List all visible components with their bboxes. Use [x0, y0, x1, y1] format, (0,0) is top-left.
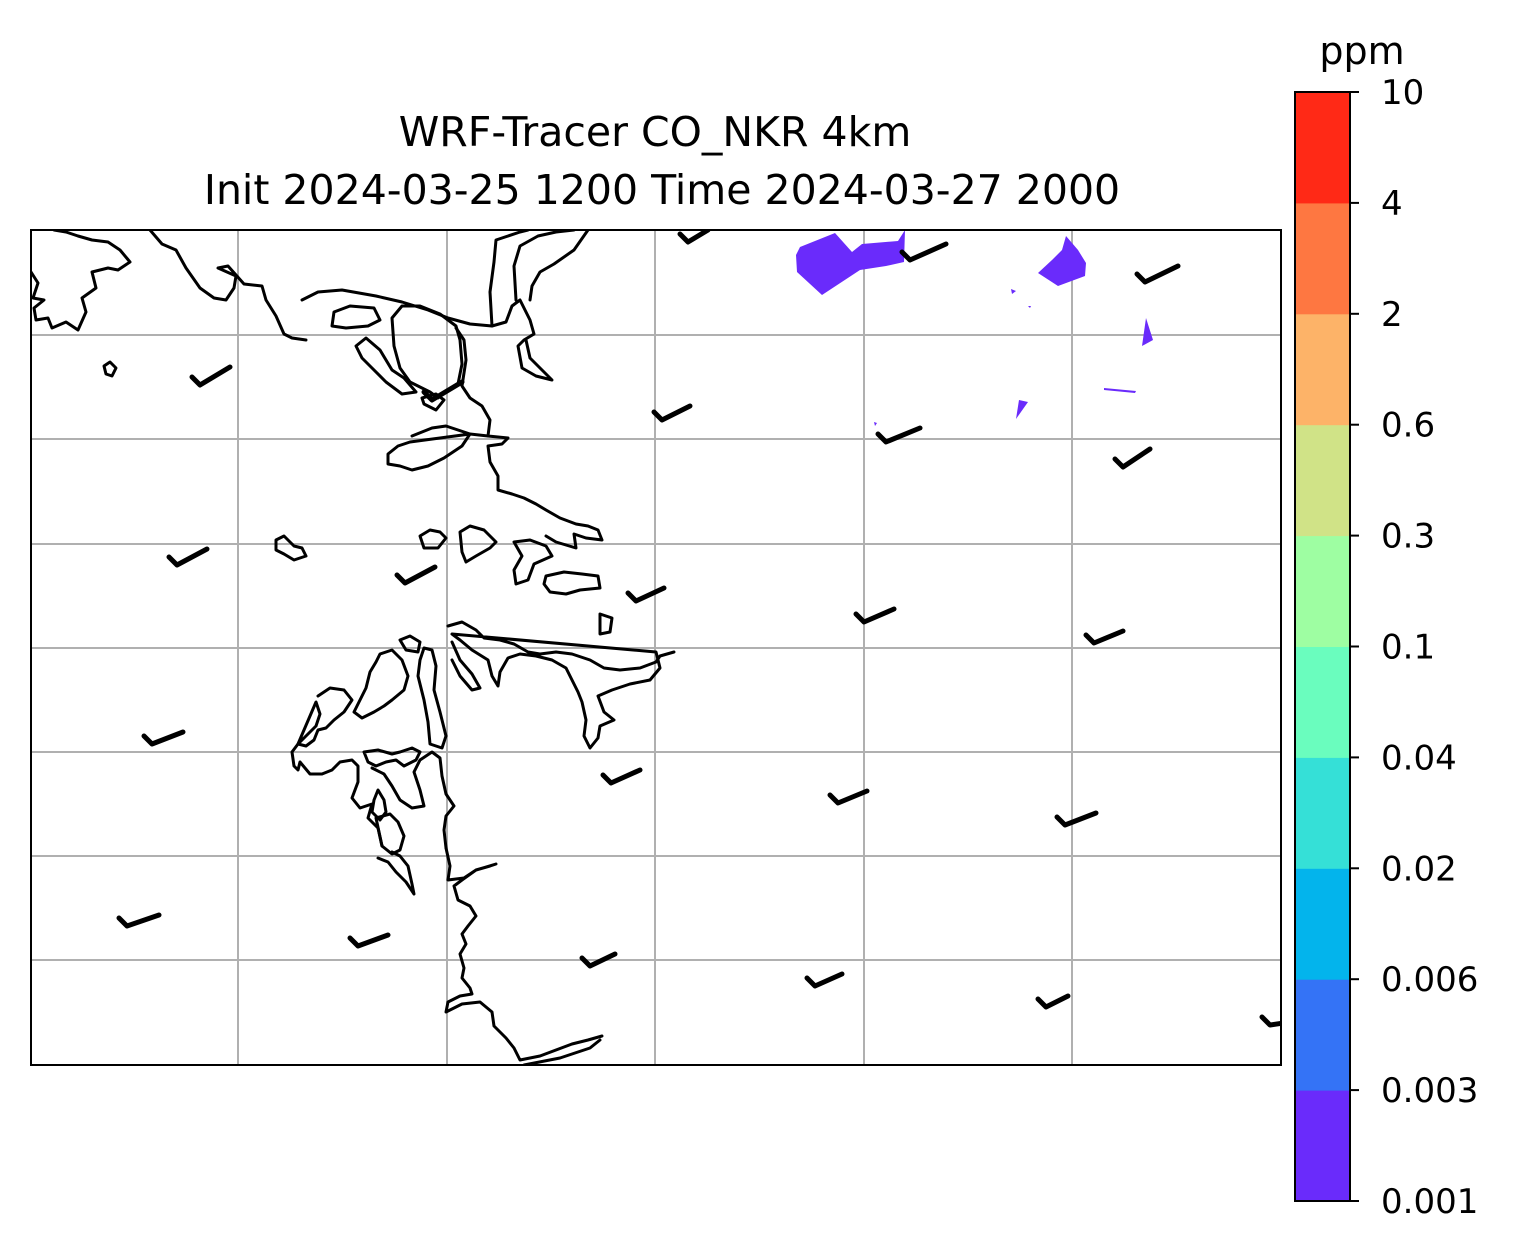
wind-barb [1035, 993, 1071, 1010]
plume-area [1104, 388, 1136, 393]
colorbar-tick-label: 10 [1381, 73, 1424, 113]
coastline [450, 640, 482, 692]
coastline [418, 528, 448, 550]
colorbar-tick-label: 0.6 [1381, 406, 1435, 446]
coastline [542, 570, 602, 596]
coastline [362, 746, 422, 768]
colorbar-tick-label: 0.006 [1381, 960, 1478, 1000]
coastline [374, 812, 406, 856]
coastline [376, 850, 416, 896]
coastlines [31, 230, 676, 1065]
wind-barb [166, 546, 210, 568]
colorbar-tick-label: 0.001 [1381, 1182, 1478, 1222]
wind-barb [1134, 263, 1181, 285]
coastline [370, 750, 456, 850]
colorbar-tick-label: 2 [1381, 295, 1403, 335]
plume-area [1142, 318, 1153, 346]
colorbar-swatch [1295, 313, 1350, 426]
map-panel [30, 229, 1282, 1066]
coastline [352, 648, 410, 720]
plume-area [1016, 400, 1028, 419]
coastline [386, 424, 490, 472]
co-tracer-plumes [796, 230, 1153, 426]
colorbar-swatch [1295, 424, 1350, 537]
colorbar-swatch [1295, 757, 1350, 869]
colorbar-tick-label: 4 [1381, 184, 1403, 224]
coastline [488, 230, 530, 328]
colorbar-tick-label: 0.04 [1381, 738, 1457, 778]
wind-barb [347, 932, 391, 949]
coastline [398, 634, 422, 654]
wind-barb [1112, 446, 1153, 470]
coastline [296, 700, 322, 746]
colorbar-tick-label: 0.02 [1381, 849, 1457, 889]
colorbar-swatches [1295, 92, 1350, 1202]
coastline [598, 612, 614, 636]
colorbar-swatch [1295, 979, 1350, 1091]
plume-area [796, 230, 905, 295]
map-frame [30, 229, 1282, 1066]
coastline [290, 686, 384, 848]
wind-barb [677, 230, 711, 245]
wind-barb [651, 403, 693, 423]
plume-area [1038, 236, 1086, 286]
wind-barb [116, 912, 162, 929]
wind-barb [1054, 810, 1099, 828]
colorbar-swatch [1295, 646, 1350, 758]
coastline [148, 230, 308, 342]
colorbar-swatch [1295, 868, 1350, 980]
wind-barb [1083, 628, 1126, 646]
colorbar: 0.001 0.003 0.006 0.02 0.04 0.1 0.3 0.6 2 4 10 ppm [1294, 29, 1478, 1222]
coastline [446, 620, 676, 750]
coastline [420, 392, 446, 412]
wind-barb [875, 425, 923, 445]
plume-area [1028, 306, 1031, 308]
wind-barb [189, 364, 233, 388]
wind-barb [600, 767, 643, 786]
map-title-line-1: WRF-Tracer CO_NKR 4km [399, 108, 912, 156]
wind-barb [141, 729, 186, 747]
colorbar-swatch [1295, 202, 1350, 315]
coastline [458, 524, 498, 564]
gridlines [31, 230, 1281, 1065]
wind-barb [804, 971, 845, 989]
coastline [354, 336, 418, 396]
coastline [31, 230, 132, 332]
wind-barb [853, 606, 897, 625]
coastline [102, 360, 118, 378]
coastline [522, 1038, 602, 1065]
colorbar-swatch [1295, 92, 1350, 204]
coastline [370, 788, 388, 822]
plume-area [874, 422, 877, 426]
coastline [454, 326, 604, 550]
wind-barb [1259, 1014, 1281, 1028]
plume-area [1011, 289, 1016, 294]
colorbar-swatch [1295, 1090, 1350, 1202]
wind-barb [579, 951, 618, 969]
wind-barb [394, 564, 438, 586]
colorbar-swatch [1295, 535, 1350, 647]
colorbar-tick-label: 0.3 [1381, 517, 1435, 557]
wind-barb [899, 241, 949, 263]
coastline [416, 646, 448, 750]
colorbar-tick-label: 0.003 [1381, 1071, 1478, 1111]
coastline [330, 304, 382, 330]
coastline [512, 538, 554, 586]
coastline [512, 230, 590, 302]
wind-barb [421, 379, 465, 403]
coastline [274, 534, 308, 562]
colorbar-ticks: 0.001 0.003 0.006 0.02 0.04 0.1 0.3 0.6 2 4 10 [1350, 73, 1478, 1222]
coastline [444, 846, 604, 1062]
wind-barb [827, 788, 870, 806]
wind-barb [625, 585, 667, 604]
colorbar-tick-label: 0.1 [1381, 628, 1435, 668]
colorbar-unit-label: ppm [1319, 29, 1404, 73]
wind-barbs [116, 230, 1281, 1028]
coastline [300, 288, 554, 382]
map-title-line-2: Init 2024-03-25 1200 Time 2024-03-27 200… [204, 166, 1120, 214]
